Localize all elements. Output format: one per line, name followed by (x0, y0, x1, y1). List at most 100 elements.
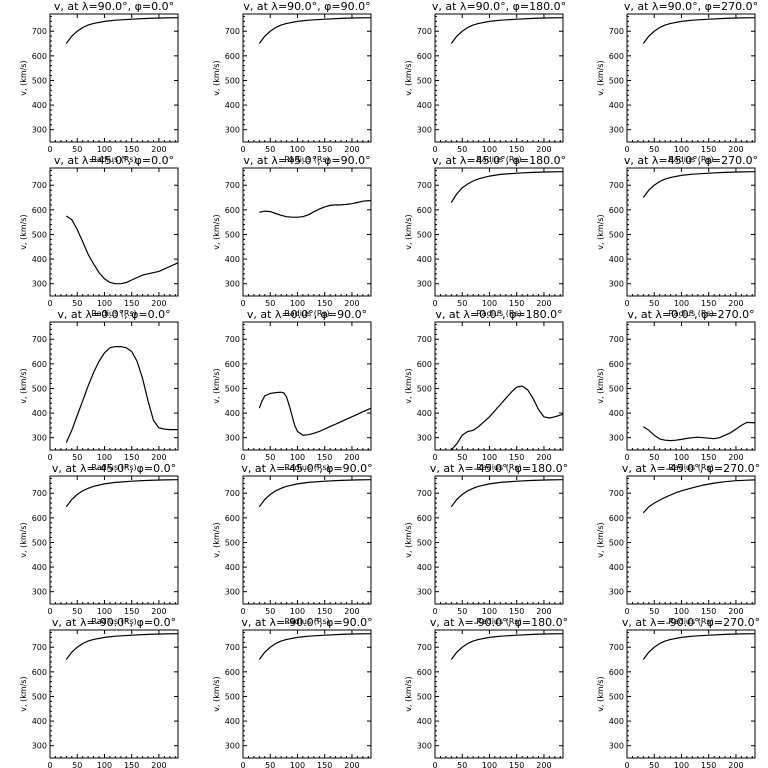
y-axis-label: v, (km/s) (19, 214, 28, 249)
y-tick-label: 400 (225, 563, 240, 572)
x-tick-label: 200 (151, 299, 166, 308)
y-tick-label: 700 (225, 181, 240, 190)
y-tick-label: 700 (417, 643, 432, 652)
x-tick-label: 50 (72, 145, 82, 154)
chart-title: v, at λ=45.0°, φ=270.0° (624, 154, 758, 167)
y-tick-label: 400 (609, 101, 624, 110)
y-tick-label: 600 (609, 668, 624, 677)
chart-title: v, at λ=-45.0°, φ=0.0° (52, 462, 176, 475)
x-tick-label: 200 (728, 145, 743, 154)
series-line (450, 479, 563, 508)
series-line (642, 171, 755, 198)
y-tick-label: 500 (609, 230, 624, 239)
y-tick-label: 400 (32, 717, 47, 726)
x-axis-label: Radius (Rs) (668, 309, 713, 318)
y-axis-label: v, (km/s) (19, 676, 28, 711)
x-tick-label: 50 (457, 145, 467, 154)
x-axis-label: Radius (Rs) (668, 155, 713, 164)
x-tick-label: 200 (536, 299, 551, 308)
x-axis-label: Radius (Rs) (284, 309, 329, 318)
y-axis-label: v, (km/s) (19, 60, 28, 95)
y-tick-label: 400 (609, 563, 624, 572)
y-tick-label: 500 (225, 384, 240, 393)
x-tick-label: 100 (482, 299, 497, 308)
y-tick-label: 700 (32, 181, 47, 190)
y-tick-label: 500 (609, 384, 624, 393)
x-tick-label: 150 (317, 453, 332, 462)
x-tick-label: 50 (649, 145, 659, 154)
x-tick-label: 50 (265, 145, 275, 154)
x-axis-label: Radius (Rs) (668, 463, 713, 472)
y-axis-label: v, (km/s) (596, 676, 605, 711)
chart-panel: v, at λ=90.0°, φ=90.0° 0 50 100 150 200 300 400… (212, 0, 372, 164)
y-tick-label: 400 (32, 409, 47, 418)
y-tick-label: 300 (32, 280, 47, 289)
chart-title: v, at λ=45.0°, φ=180.0° (432, 154, 566, 167)
y-tick-label: 700 (32, 643, 47, 652)
y-tick-label: 700 (417, 489, 432, 498)
series-line (450, 385, 563, 450)
chart-title: v, at λ=0.0°, φ=270.0° (627, 308, 754, 321)
x-tick-label: 50 (72, 761, 82, 768)
x-tick-label: 0 (240, 145, 245, 154)
x-tick-label: 100 (97, 761, 112, 768)
chart-panel: v, at λ=0.0°, φ=0.0° 0 50 100 150 200 300 400 50… (19, 308, 179, 472)
y-tick-label: 500 (417, 384, 432, 393)
series-line (642, 421, 755, 442)
y-tick-label: 300 (225, 280, 240, 289)
x-tick-label: 0 (624, 607, 629, 616)
x-tick-label: 200 (151, 761, 166, 768)
chart-panel: v, at λ=-90.0°, φ=180.0° 0 50 100 150 200 300 4… (404, 616, 568, 768)
y-tick-label: 700 (32, 335, 47, 344)
x-tick-label: 150 (317, 145, 332, 154)
chart-title: v, at λ=-90.0°, φ=180.0° (430, 616, 568, 629)
plot-frame (49, 167, 179, 297)
series-line (642, 479, 755, 514)
y-tick-label: 400 (225, 409, 240, 418)
y-tick-label: 500 (32, 384, 47, 393)
plot-frame (434, 13, 564, 143)
y-tick-label: 600 (32, 52, 47, 61)
x-tick-label: 150 (317, 761, 332, 768)
x-axis-label: Radius (Rs) (668, 617, 713, 626)
x-tick-label: 150 (124, 453, 139, 462)
x-tick-label: 50 (649, 607, 659, 616)
chart-title: v, at λ=90.0°, φ=0.0° (54, 0, 174, 13)
y-tick-label: 700 (32, 27, 47, 36)
x-tick-label: 150 (701, 453, 716, 462)
chart-panel: v, at λ=-45.0°, φ=0.0° 0 50 100 150 200 300 400… (19, 462, 179, 626)
y-tick-label: 300 (225, 434, 240, 443)
y-tick-label: 500 (609, 692, 624, 701)
y-axis-label: v, (km/s) (596, 214, 605, 249)
y-tick-label: 400 (417, 563, 432, 572)
y-tick-label: 500 (609, 76, 624, 85)
chart-panel: v, at λ=-90.0°, φ=90.0° 0 50 100 150 200 300 40… (212, 616, 373, 768)
y-tick-label: 300 (417, 280, 432, 289)
y-tick-label: 500 (417, 538, 432, 547)
y-tick-label: 700 (225, 335, 240, 344)
y-tick-label: 300 (32, 434, 47, 443)
x-tick-label: 150 (509, 299, 524, 308)
y-tick-label: 400 (225, 255, 240, 264)
chart-panel: v, at λ=45.0°, φ=180.0° 0 50 100 150 200 300 40… (404, 154, 566, 318)
x-axis-label: Radius (Rs) (91, 617, 136, 626)
y-tick-label: 700 (609, 643, 624, 652)
y-axis-label: v, (km/s) (404, 522, 413, 557)
y-tick-label: 400 (417, 255, 432, 264)
y-tick-label: 700 (417, 181, 432, 190)
series-line (258, 17, 371, 44)
x-tick-label: 100 (482, 607, 497, 616)
x-axis-label: Radius (Rs) (476, 617, 521, 626)
plot-frame (49, 475, 179, 605)
y-tick-label: 700 (32, 489, 47, 498)
y-axis-label: v, (km/s) (404, 60, 413, 95)
y-tick-label: 700 (609, 27, 624, 36)
x-tick-label: 100 (482, 761, 497, 768)
chart-panel: v, at λ=45.0°, φ=0.0° 0 50 100 150 200 300 400 5… (19, 154, 179, 318)
x-axis-label: Radius (Rs) (91, 309, 136, 318)
x-tick-label: 0 (624, 761, 629, 768)
x-tick-label: 200 (728, 761, 743, 768)
y-tick-label: 500 (225, 692, 240, 701)
y-axis-label: v, (km/s) (596, 368, 605, 403)
